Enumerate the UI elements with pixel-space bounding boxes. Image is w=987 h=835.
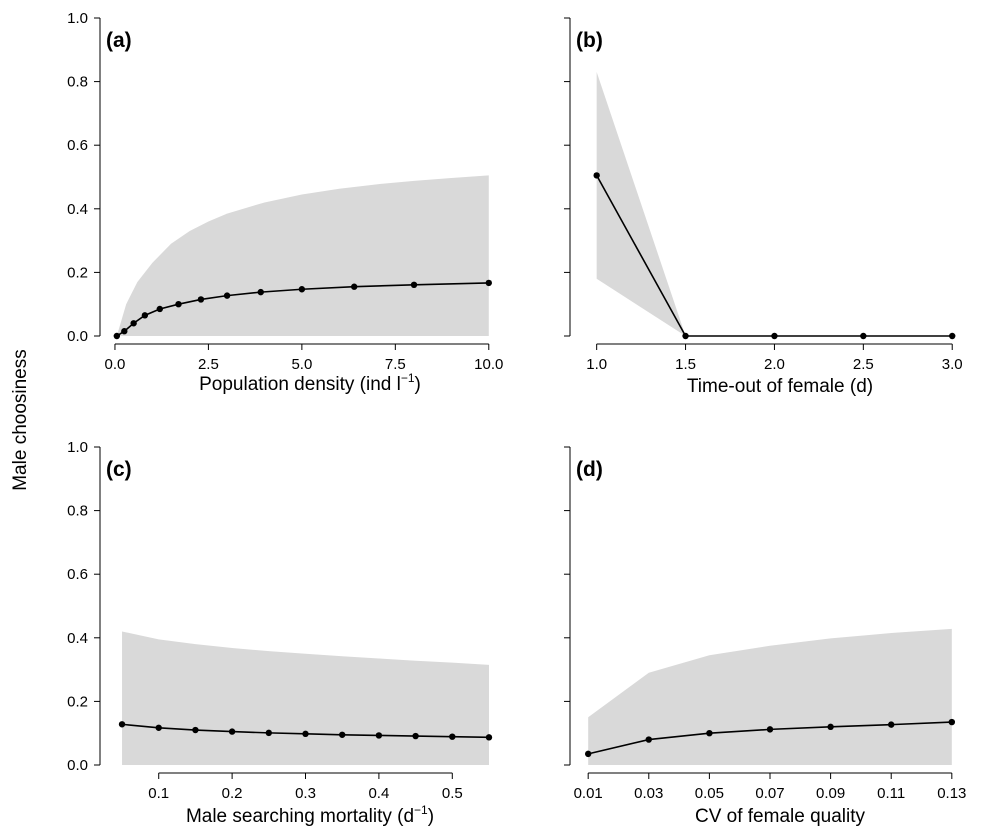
y-tick-label: 1.0: [67, 439, 88, 456]
x-tick-label: 0.1: [148, 785, 169, 802]
panel-label: (b): [576, 29, 603, 52]
data-point: [302, 730, 309, 738]
confidence-band: [116, 175, 489, 336]
x-tick-label: 2.5: [853, 356, 874, 373]
x-tick-label: 10.0: [474, 356, 503, 373]
x-tick-label: 0.07: [755, 785, 784, 802]
panel-d: 0.01 0.03 0.05 0.07 0.09 0.11 0.13 CV of female…: [564, 446, 966, 827]
x-tick-label: 5.0: [291, 356, 312, 373]
data-point: [593, 172, 600, 179]
y-tick-label: 0.6: [67, 566, 88, 583]
data-point: [706, 730, 713, 737]
y-tick-label: 0.4: [67, 201, 88, 218]
data-point: [339, 731, 346, 738]
panel-label: (d): [576, 458, 603, 481]
data-point: [410, 281, 418, 289]
y-tick-label: 0.2: [67, 264, 88, 281]
data-point: [118, 721, 126, 728]
panel-label: (a): [106, 29, 132, 52]
x-tick-label: 0.0: [105, 356, 126, 373]
data-point: [223, 292, 231, 299]
data-point: [130, 320, 137, 327]
data-point: [155, 724, 162, 731]
x-axis-title: Male searching mortality (d−1): [186, 803, 434, 827]
x-axis-title: Population density (ind l−1): [199, 371, 421, 395]
shared-y-axis-title: Male choosiness: [10, 349, 31, 491]
x-tick-label: 0.11: [877, 785, 905, 802]
x-tick-label: 0.09: [816, 785, 845, 802]
data-point: [121, 328, 128, 335]
confidence-band: [588, 628, 952, 765]
data-point: [351, 283, 358, 290]
data-point: [860, 332, 867, 340]
data-point: [948, 718, 956, 726]
data-point: [141, 312, 149, 319]
x-tick-label: 0.03: [634, 785, 663, 802]
y-tick-label: 0.6: [67, 137, 88, 154]
y-tick-label: 0.4: [67, 630, 88, 647]
y-tick-label: 0.8: [67, 74, 88, 91]
x-tick-label: 2.0: [764, 356, 785, 373]
data-point: [197, 296, 205, 303]
x-tick-label: 3.0: [942, 356, 963, 373]
x-tick-label: 0.5: [442, 785, 463, 802]
data-point: [949, 332, 956, 340]
data-point: [156, 305, 164, 313]
data-point: [645, 736, 652, 743]
y-tick-label: 1.0: [67, 10, 88, 27]
x-tick-label: 2.5: [198, 356, 219, 373]
panel-label: (c): [106, 458, 132, 481]
x-tick-label: 0.01: [574, 785, 603, 802]
x-tick-label: 0.05: [695, 785, 724, 802]
data-point: [485, 734, 493, 741]
panel-c: 0.0 0.2 0.4 0.6 0.8 1.0 0.1 0.2 0.3 0.4 0.5 Male se…: [67, 439, 493, 827]
data-point: [485, 279, 492, 287]
data-point: [766, 726, 774, 733]
data-point: [175, 301, 182, 308]
y-tick-label: 0.2: [67, 693, 88, 710]
data-point: [298, 286, 306, 293]
data-point: [257, 288, 264, 296]
data-point: [827, 723, 834, 731]
x-tick-label: 0.2: [222, 785, 243, 802]
panel-b: 1.0 1.5 2.0 2.5 3.0 Time-out of female (d) (b): [564, 17, 963, 397]
data-point: [449, 733, 456, 740]
x-tick-label: 0.13: [937, 785, 966, 802]
y-tick-label: 0.0: [67, 757, 88, 774]
x-tick-label: 1.0: [586, 356, 607, 373]
data-point: [888, 721, 895, 728]
confidence-band: [596, 72, 686, 336]
x-tick-label: 0.4: [368, 785, 389, 802]
data-point: [584, 750, 592, 758]
data-point: [192, 726, 199, 734]
data-point: [228, 728, 236, 735]
data-point: [375, 732, 383, 739]
data-point: [412, 732, 419, 740]
x-axis-title: Time-out of female (d): [687, 376, 873, 397]
y-tick-label: 0.0: [67, 328, 88, 345]
confidence-band: [122, 631, 489, 765]
x-tick-label: 1.5: [675, 356, 696, 373]
y-tick-label: 0.8: [67, 503, 88, 520]
data-point: [771, 332, 778, 340]
data-point: [113, 332, 121, 340]
x-tick-label: 7.5: [385, 356, 406, 373]
x-axis-title: CV of female quality: [695, 806, 866, 827]
x-tick-label: 0.3: [295, 785, 316, 802]
data-point: [682, 332, 689, 340]
data-point: [265, 729, 273, 737]
panel-a: 0.0 0.2 0.4 0.6 0.8 1.0 0.0 2.5 5.0 7.5 10.0 Popula…: [67, 10, 503, 395]
